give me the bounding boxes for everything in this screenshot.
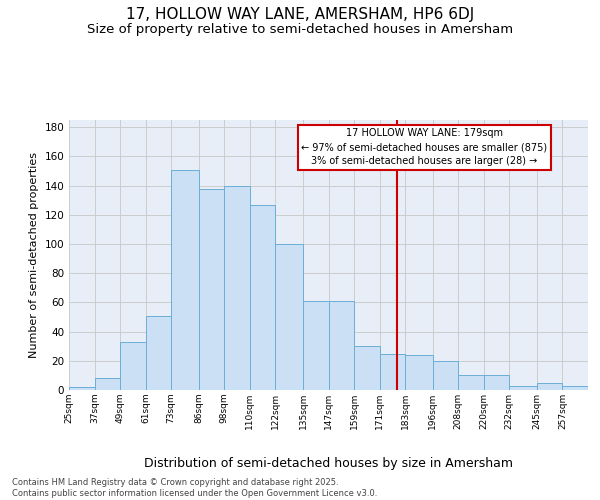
Bar bbox=[250, 204, 275, 390]
Bar bbox=[562, 386, 588, 390]
Bar bbox=[224, 186, 250, 390]
Bar bbox=[458, 376, 484, 390]
Bar bbox=[171, 170, 199, 390]
Bar bbox=[69, 387, 95, 390]
Bar bbox=[405, 355, 433, 390]
Bar bbox=[120, 342, 146, 390]
Bar bbox=[509, 386, 537, 390]
Y-axis label: Number of semi-detached properties: Number of semi-detached properties bbox=[29, 152, 39, 358]
Bar bbox=[380, 354, 405, 390]
Bar bbox=[329, 301, 354, 390]
Bar bbox=[146, 316, 171, 390]
Bar bbox=[537, 382, 562, 390]
Text: Contains HM Land Registry data © Crown copyright and database right 2025.
Contai: Contains HM Land Registry data © Crown c… bbox=[12, 478, 377, 498]
Text: Distribution of semi-detached houses by size in Amersham: Distribution of semi-detached houses by … bbox=[145, 458, 513, 470]
Bar bbox=[275, 244, 303, 390]
Bar bbox=[484, 376, 509, 390]
Bar bbox=[95, 378, 120, 390]
Text: Size of property relative to semi-detached houses in Amersham: Size of property relative to semi-detach… bbox=[87, 22, 513, 36]
Bar bbox=[303, 301, 329, 390]
Bar bbox=[433, 361, 458, 390]
Bar bbox=[354, 346, 380, 390]
Text: 17, HOLLOW WAY LANE, AMERSHAM, HP6 6DJ: 17, HOLLOW WAY LANE, AMERSHAM, HP6 6DJ bbox=[126, 8, 474, 22]
Text: 17 HOLLOW WAY LANE: 179sqm
← 97% of semi-detached houses are smaller (875)
3% of: 17 HOLLOW WAY LANE: 179sqm ← 97% of semi… bbox=[301, 128, 548, 166]
Bar bbox=[199, 188, 224, 390]
